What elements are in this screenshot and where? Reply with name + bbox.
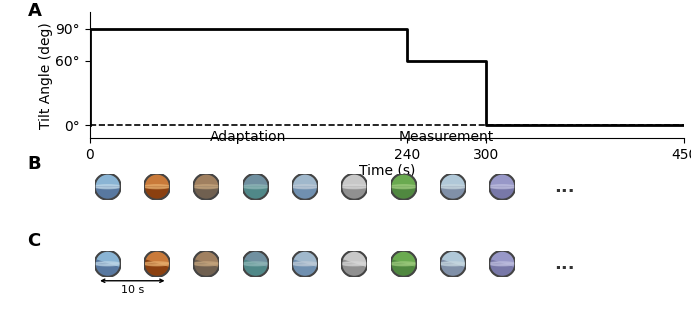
Circle shape [95, 174, 121, 200]
Circle shape [390, 174, 417, 200]
Polygon shape [144, 187, 170, 200]
Polygon shape [390, 187, 417, 200]
Circle shape [292, 251, 318, 277]
Polygon shape [243, 185, 269, 189]
Polygon shape [193, 260, 219, 277]
Polygon shape [193, 185, 219, 189]
Polygon shape [95, 187, 121, 200]
Circle shape [440, 174, 466, 200]
Polygon shape [144, 262, 170, 266]
Polygon shape [440, 262, 466, 266]
Circle shape [390, 251, 417, 277]
Polygon shape [144, 260, 169, 277]
Polygon shape [243, 260, 268, 277]
Polygon shape [489, 260, 515, 277]
Polygon shape [341, 185, 368, 189]
Text: Adaptation: Adaptation [210, 129, 287, 143]
Circle shape [489, 174, 515, 200]
Polygon shape [243, 262, 269, 266]
Polygon shape [440, 185, 466, 189]
Polygon shape [390, 185, 417, 189]
Polygon shape [390, 260, 416, 277]
Polygon shape [489, 262, 515, 266]
Circle shape [341, 251, 368, 277]
Polygon shape [489, 187, 515, 200]
Polygon shape [95, 260, 120, 277]
Polygon shape [341, 260, 367, 277]
Circle shape [193, 251, 219, 277]
Text: ...: ... [555, 255, 575, 273]
Polygon shape [440, 260, 465, 277]
Text: B: B [28, 155, 41, 173]
Polygon shape [341, 187, 368, 200]
Polygon shape [243, 187, 269, 200]
Text: A: A [28, 2, 41, 21]
Polygon shape [95, 185, 121, 189]
Text: Measurement: Measurement [399, 129, 494, 143]
Polygon shape [489, 185, 515, 189]
Polygon shape [341, 262, 368, 266]
Circle shape [193, 174, 219, 200]
Circle shape [95, 251, 121, 277]
Text: ...: ... [555, 178, 575, 196]
Text: C: C [28, 232, 41, 250]
Polygon shape [144, 185, 170, 189]
X-axis label: Time (s): Time (s) [359, 163, 415, 177]
Circle shape [489, 251, 515, 277]
Circle shape [243, 174, 269, 200]
Polygon shape [193, 187, 219, 200]
Polygon shape [292, 185, 318, 189]
Polygon shape [193, 262, 219, 266]
Polygon shape [292, 187, 318, 200]
Circle shape [144, 251, 170, 277]
Circle shape [341, 174, 368, 200]
Circle shape [440, 251, 466, 277]
Y-axis label: Tilt Angle (deg): Tilt Angle (deg) [39, 22, 53, 129]
Text: 10 s: 10 s [121, 285, 144, 295]
Circle shape [243, 251, 269, 277]
Polygon shape [292, 260, 317, 277]
Polygon shape [95, 262, 121, 266]
Circle shape [292, 174, 318, 200]
Circle shape [144, 174, 170, 200]
Polygon shape [292, 262, 318, 266]
Polygon shape [440, 187, 466, 200]
Polygon shape [390, 262, 417, 266]
